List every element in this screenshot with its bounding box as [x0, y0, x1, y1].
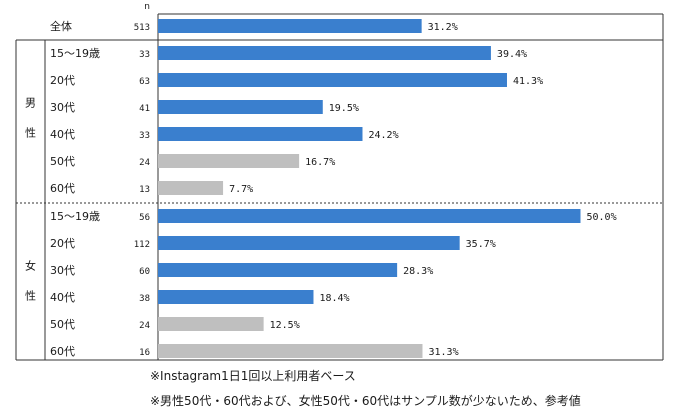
g1-row-1-n: 33	[139, 50, 150, 60]
g2-row-3-n: 60	[139, 267, 150, 277]
g1-row-6-bar	[158, 181, 224, 195]
overall-label: 全体	[50, 19, 72, 33]
group-2-name-char-2: 性	[25, 289, 36, 303]
g2-row-4-value-label: 18.4%	[319, 293, 349, 304]
overall-bar	[158, 19, 422, 33]
g2-row-5-label: 50代	[50, 318, 75, 331]
g2-row-3-value-label: 28.3%	[403, 266, 433, 277]
g2-row-1-label: 15～19歳	[50, 210, 100, 223]
g2-row-6-n: 16	[139, 348, 150, 358]
g2-row-4-bar	[158, 290, 314, 304]
g2-row-5-value-label: 12.5%	[270, 320, 300, 331]
g2-row-3-label: 30代	[50, 264, 75, 277]
g2-row-6-value-label: 31.3%	[428, 347, 458, 358]
g1-row-1-bar	[158, 46, 491, 60]
g1-row-2-bar	[158, 73, 507, 87]
n-header: n	[144, 2, 150, 12]
g1-row-4-bar	[158, 127, 363, 141]
g1-row-1-label: 15～19歳	[50, 47, 100, 60]
g2-row-3-bar	[158, 263, 398, 277]
g1-row-3-value-label: 19.5%	[329, 103, 359, 114]
group-1-name-char-2: 性	[25, 126, 36, 140]
note-caution: ※男性50代・60代および、女性50代・60代はサンプル数が少ないため、参考値	[150, 394, 581, 408]
g1-row-5-value-label: 16.7%	[305, 157, 335, 168]
g1-row-4-value-label: 24.2%	[368, 130, 398, 141]
g2-row-6-bar	[158, 344, 423, 358]
g1-row-6-n: 13	[139, 185, 150, 195]
g2-row-5-n: 24	[139, 321, 150, 331]
g2-row-4-n: 38	[139, 294, 150, 304]
g1-row-5-bar	[158, 154, 300, 168]
g2-row-2-n: 112	[134, 240, 150, 250]
g1-row-2-label: 20代	[50, 74, 75, 87]
g1-row-2-value-label: 41.3%	[513, 76, 543, 87]
g2-row-4-label: 40代	[50, 291, 75, 304]
g2-row-2-label: 20代	[50, 237, 75, 250]
g2-row-1-n: 56	[139, 213, 150, 223]
g1-row-1-value-label: 39.4%	[497, 49, 527, 60]
g1-row-6-value-label: 7.7%	[229, 184, 253, 195]
g2-row-6-label: 60代	[50, 345, 75, 358]
g1-row-6-label: 60代	[50, 182, 75, 195]
g1-row-4-label: 40代	[50, 128, 75, 141]
g2-row-5-bar	[158, 317, 264, 331]
g2-row-2-bar	[158, 236, 460, 250]
overall-n: 513	[134, 23, 150, 33]
note-base: ※Instagram1日1回以上利用者ベース	[150, 369, 356, 383]
overall-value-label: 31.2%	[428, 22, 458, 33]
g1-row-2-n: 63	[139, 77, 150, 87]
group-2-name-char-1: 女	[25, 259, 36, 273]
g1-row-5-label: 50代	[50, 155, 75, 168]
g1-row-3-n: 41	[139, 104, 150, 114]
g1-row-5-n: 24	[139, 158, 150, 168]
group-1-name-char-1: 男	[25, 97, 36, 110]
g2-row-1-value-label: 50.0%	[587, 212, 617, 223]
g1-row-3-bar	[158, 100, 323, 114]
g1-row-3-label: 30代	[50, 101, 75, 114]
g2-row-2-value-label: 35.7%	[466, 239, 496, 250]
g1-row-4-n: 33	[139, 131, 150, 141]
g2-row-1-bar	[158, 209, 581, 223]
